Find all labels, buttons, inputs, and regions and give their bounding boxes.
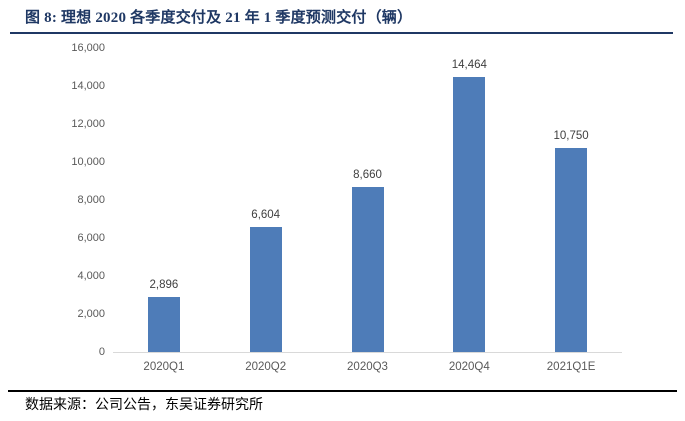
y-tick-label: 2,000 (77, 308, 105, 320)
bar (351, 187, 384, 352)
bar (249, 226, 282, 352)
title-divider (10, 32, 673, 34)
footer-divider (8, 390, 677, 392)
y-tick-label: 10,000 (71, 156, 105, 168)
y-tick-label: 0 (98, 346, 105, 358)
x-tick-label: 2020Q1 (143, 361, 185, 373)
y-tick-label: 14,000 (71, 80, 105, 92)
bar-value-label: 6,604 (251, 208, 281, 221)
x-tick-label: 2020Q2 (245, 361, 287, 373)
x-tick-label: 2020Q4 (448, 361, 490, 373)
x-axis-line (113, 352, 622, 353)
source-note: 数据来源：公司公告，东吴证券研究所 (25, 398, 263, 413)
y-tick-label: 16,000 (71, 42, 105, 54)
bar (147, 296, 180, 352)
bar-value-label: 10,750 (553, 129, 589, 142)
bar-value-label: 2,896 (149, 278, 179, 291)
x-tick-label: 2020Q3 (347, 361, 388, 373)
bar-value-label: 8,660 (353, 169, 382, 182)
y-tick-label: 4,000 (77, 270, 105, 282)
figure-title: 图 8: 理想 2020 各季度交付及 21 年 1 季度预测交付（辆） (25, 10, 413, 26)
y-tick-label: 8,000 (77, 194, 105, 206)
x-tick-label: 2021Q1E (546, 361, 596, 373)
bar-value-label: 14,464 (451, 59, 487, 72)
bar (555, 147, 588, 352)
y-tick-label: 12,000 (71, 118, 105, 130)
y-tick-label: 6,000 (77, 232, 105, 244)
bar (453, 77, 486, 352)
